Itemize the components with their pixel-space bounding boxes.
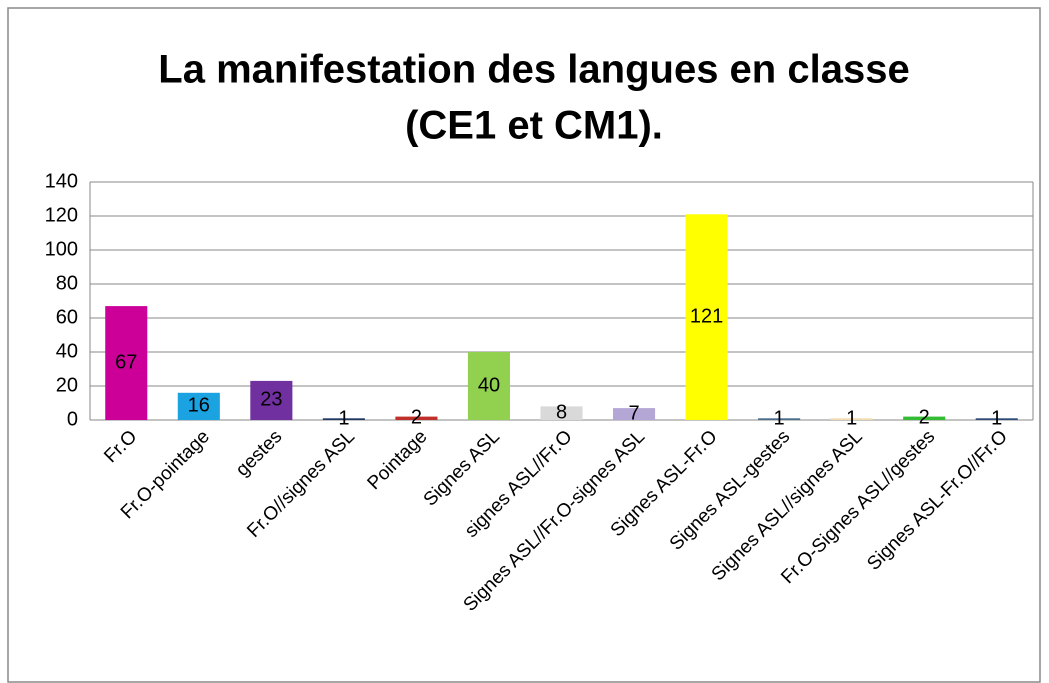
y-tick-label: 140 xyxy=(45,170,78,192)
y-tick-label: 20 xyxy=(56,374,78,396)
bar xyxy=(830,418,873,420)
bar xyxy=(903,416,946,420)
bar xyxy=(395,416,438,420)
bar xyxy=(613,408,656,420)
bar xyxy=(975,418,1018,420)
bar xyxy=(467,352,510,420)
value-label: 16 xyxy=(188,395,210,417)
value-label: 121 xyxy=(690,305,723,327)
value-label: 1 xyxy=(846,407,857,429)
value-label: 67 xyxy=(115,351,137,373)
value-label: 40 xyxy=(478,374,500,396)
chart-frame xyxy=(7,7,1041,683)
bar xyxy=(322,418,365,420)
y-tick-label: 80 xyxy=(56,272,78,294)
value-label: 1 xyxy=(991,407,1002,429)
value-label: 1 xyxy=(774,407,785,429)
value-label: 23 xyxy=(260,389,282,411)
value-label: 2 xyxy=(919,407,930,429)
bar xyxy=(540,406,583,420)
bar xyxy=(177,392,220,420)
chart-title: (CE1 et CM1). xyxy=(405,104,663,148)
y-tick-label: 60 xyxy=(56,306,78,328)
y-tick-label: 100 xyxy=(45,238,78,260)
bar xyxy=(250,380,293,420)
bar xyxy=(105,306,148,420)
bar xyxy=(758,418,801,420)
value-label: 8 xyxy=(556,401,567,423)
y-tick-label: 40 xyxy=(56,340,78,362)
y-tick-label: 120 xyxy=(45,204,78,226)
value-label: 2 xyxy=(411,407,422,429)
chart-title: La manifestation des langues en classe xyxy=(158,48,909,92)
y-tick-label: 0 xyxy=(67,408,78,430)
value-label: 7 xyxy=(628,402,639,424)
bar xyxy=(685,214,728,420)
value-label: 1 xyxy=(338,407,349,429)
